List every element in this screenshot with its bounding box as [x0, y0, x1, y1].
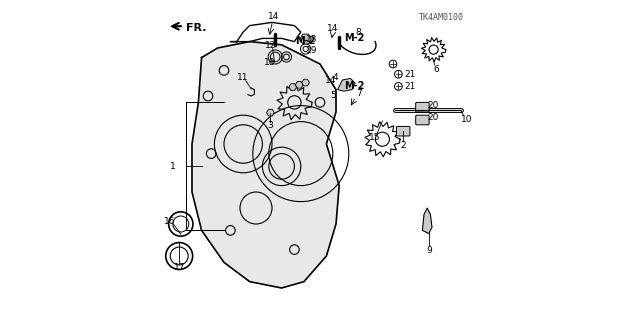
Text: 9: 9 [427, 246, 432, 255]
Text: 21: 21 [404, 70, 416, 79]
FancyBboxPatch shape [397, 126, 410, 136]
Text: 2: 2 [401, 141, 406, 150]
Text: 19: 19 [307, 46, 317, 55]
Text: 12: 12 [265, 41, 276, 50]
Text: 21: 21 [404, 82, 416, 91]
Text: 20: 20 [428, 101, 439, 110]
Polygon shape [192, 42, 339, 288]
Text: M-2: M-2 [296, 36, 316, 46]
Polygon shape [338, 78, 355, 91]
Text: 17: 17 [174, 263, 186, 272]
Text: 6: 6 [434, 65, 439, 74]
Text: 14: 14 [324, 76, 336, 84]
Text: 16: 16 [164, 217, 175, 226]
Text: M-2: M-2 [344, 81, 364, 91]
Text: 8: 8 [355, 28, 360, 37]
Polygon shape [300, 34, 312, 44]
Text: 10: 10 [461, 115, 473, 124]
Polygon shape [289, 84, 297, 90]
Text: 7: 7 [356, 89, 362, 98]
Text: M-2: M-2 [344, 33, 365, 43]
FancyBboxPatch shape [416, 115, 429, 125]
Text: 18: 18 [264, 58, 275, 67]
Text: 15: 15 [369, 133, 380, 142]
Polygon shape [267, 109, 275, 116]
Text: TK4AM0100: TK4AM0100 [419, 13, 464, 22]
Text: 4: 4 [333, 73, 338, 82]
FancyBboxPatch shape [416, 102, 429, 112]
Text: FR.: FR. [186, 23, 207, 33]
Text: 20: 20 [428, 113, 439, 122]
Text: 11: 11 [237, 73, 249, 82]
Text: 13: 13 [307, 35, 317, 44]
Polygon shape [296, 82, 303, 88]
Text: 3: 3 [268, 121, 273, 130]
Text: 1: 1 [170, 162, 175, 171]
Text: 14: 14 [268, 12, 279, 20]
Polygon shape [302, 79, 310, 86]
Text: 5: 5 [330, 91, 335, 100]
Polygon shape [422, 208, 432, 234]
Text: 14: 14 [327, 24, 339, 33]
